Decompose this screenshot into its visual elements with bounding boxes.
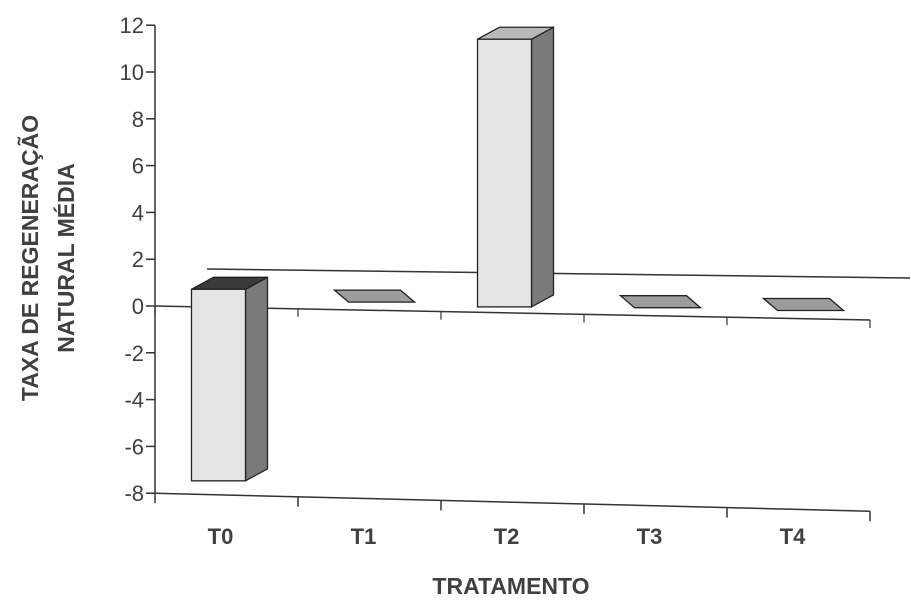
x-axis-title: TRATAMENTO [432,573,589,599]
bar-t2-side [530,26,555,308]
x-category-label: T0 [208,524,234,549]
y-axis-title-line1: TAXA DE REGENERAÇÃO [16,115,43,401]
bar-t0-side [244,276,269,482]
y-tick-labels: 12 10 8 6 4 2 0 -2 -4 -6 -8 [120,13,144,506]
x-category-label: T4 [780,524,806,549]
x-axis-line [154,492,871,512]
y-axis-title-line2: NATURAL MÉDIA [52,163,79,353]
y-tick-label: -4 [124,388,144,413]
bar-t2 [476,38,533,308]
bar-t0 [190,288,247,482]
y-tick-label: 4 [132,200,144,225]
y-tick-label: -2 [124,341,144,366]
y-tick-label: 12 [120,13,144,38]
y-tick-label: 8 [132,107,144,132]
chart-bars [190,26,846,482]
x-category-label: T3 [637,524,663,549]
x-category-label: T2 [494,524,520,549]
y-tick-label: -8 [124,481,144,506]
zero-baseline [154,305,871,321]
y-tick-label: -6 [124,434,144,459]
y-tick-label: 10 [120,60,144,85]
bar-t4-zero [761,297,846,312]
x-category-labels: T0 T1 T2 T3 T4 [208,524,806,549]
y-tick-label: 6 [132,154,144,179]
x-category-label: T1 [351,524,377,549]
zero-back-line [206,268,911,279]
chart-axes [146,24,911,522]
bar-t3-zero [618,295,703,309]
y-tick-label: 0 [132,294,144,319]
y-tick-label: 2 [132,247,144,272]
bar-t1-zero [332,289,417,303]
